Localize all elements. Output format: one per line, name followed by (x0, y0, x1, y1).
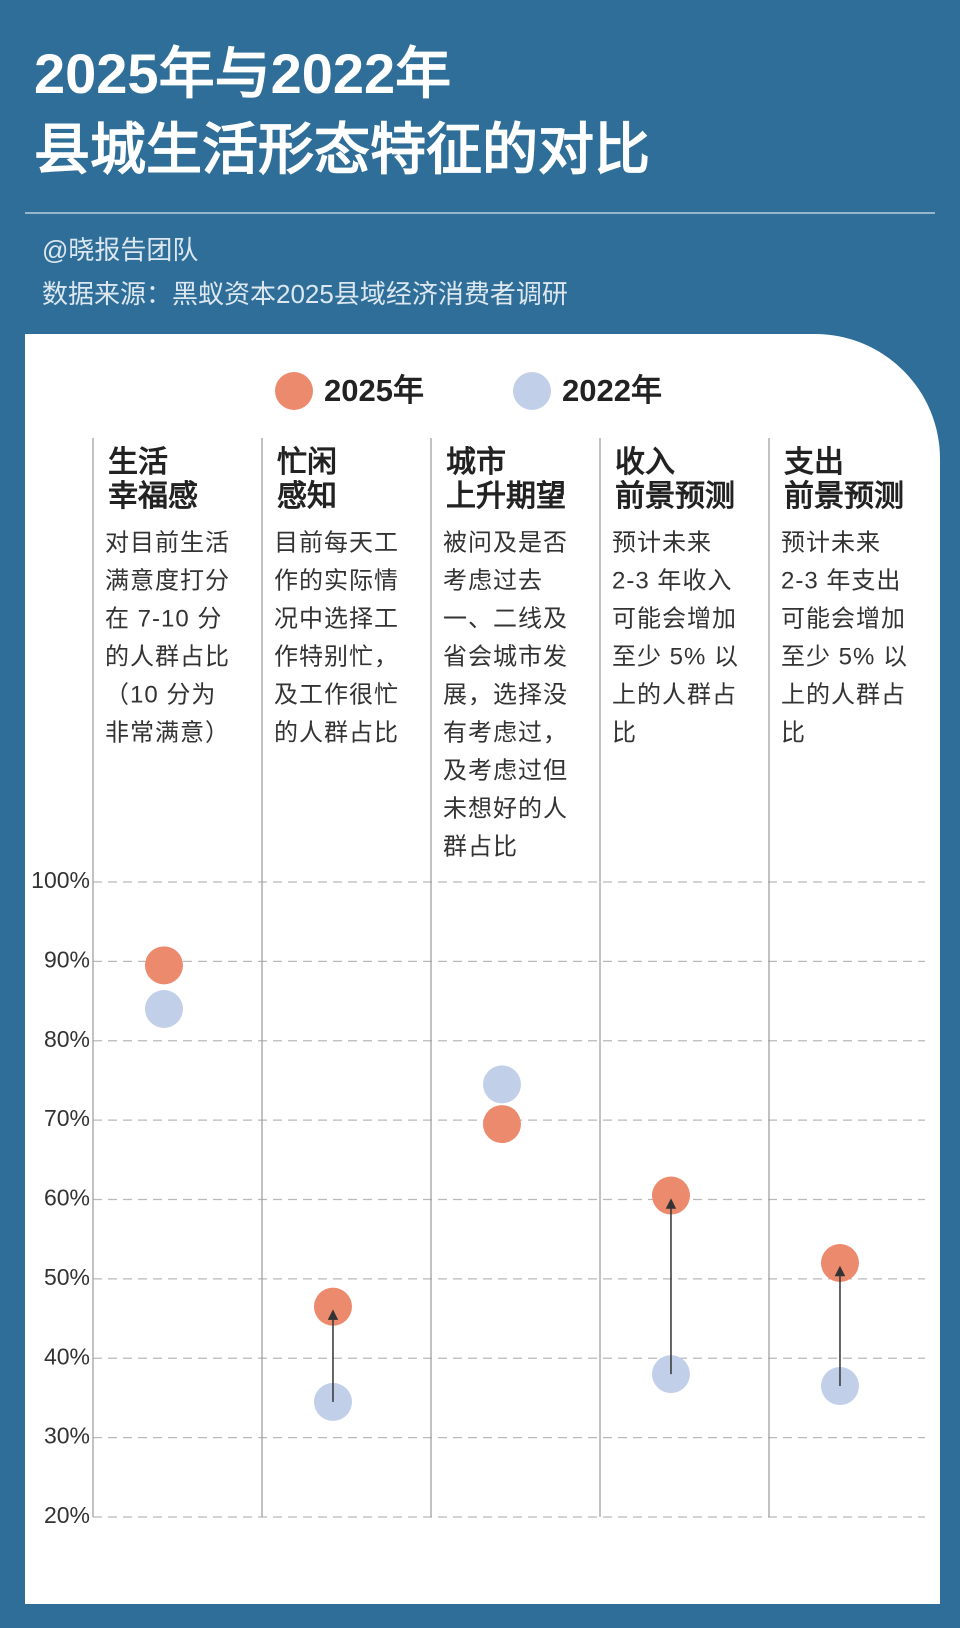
category-description: 预计未来 (612, 529, 712, 556)
category-description: 可能会增加 (612, 605, 737, 632)
y-tick-label: 90% (44, 946, 90, 972)
y-tick-label: 60% (44, 1185, 90, 1211)
category-description: 未想好的人 (443, 795, 568, 822)
category-description: 群占比 (443, 833, 518, 860)
category-description: （10 分为 (105, 681, 216, 708)
y-tick-label: 30% (44, 1423, 90, 1449)
category-description: 的人群占比 (105, 643, 230, 670)
category-description: 2-3 年收入 (612, 567, 732, 594)
legend-label: 2025年 (324, 373, 424, 408)
category-description: 可能会增加 (781, 605, 906, 632)
legend-marker (513, 372, 551, 410)
panel (25, 334, 940, 1604)
category-description: 展，选择没 (443, 681, 568, 708)
category-description: 非常满意） (105, 719, 230, 746)
category-description: 被问及是否 (443, 529, 568, 556)
category-label: 生活 (108, 446, 168, 479)
dot (313, 1287, 352, 1326)
dot (820, 1244, 859, 1282)
dot (144, 990, 183, 1028)
category-description: 预计未来 (781, 529, 881, 556)
category-description: 在 7-10 分 (105, 605, 222, 632)
category-description: 况中选择工 (274, 605, 399, 632)
subtitle: @晓报告团队 (42, 235, 198, 265)
category-description: 至少 5% 以 (612, 643, 739, 670)
category-label: 上升期望 (446, 480, 566, 513)
category-description: 及工作很忙 (274, 681, 399, 708)
dot (651, 1176, 690, 1215)
category-description: 对目前生活 (105, 529, 230, 556)
category-description: 上的人群占 (612, 681, 737, 708)
category-description: 上的人群占 (781, 681, 906, 708)
category-label: 前景预测 (615, 480, 735, 513)
category-label: 支出 (784, 446, 844, 479)
category-label: 感知 (277, 480, 337, 513)
category-description: 作特别忙， (274, 643, 399, 670)
legend-marker (275, 372, 313, 410)
dot (482, 1105, 521, 1144)
category-description: 及考虑过但 (443, 757, 568, 784)
category-description: 作的实际情 (274, 567, 399, 594)
category-label: 忙闲 (277, 446, 337, 479)
category-description: 的人群占比 (274, 719, 399, 746)
y-tick-label: 80% (44, 1026, 90, 1052)
chart-title: 2025年与2022年 (34, 42, 451, 105)
category-description: 至少 5% 以 (781, 643, 908, 670)
y-tick-label: 20% (44, 1502, 90, 1528)
category-description: 一、二线及 (443, 605, 568, 632)
category-description: 目前每天工 (274, 529, 399, 556)
category-description: 满意度打分 (105, 567, 230, 594)
category-description: 比 (781, 719, 806, 746)
subtitle: 数据来源：黑蚁资本2025县域经济消费者调研 (42, 279, 568, 309)
chart-title: 县城生活形态特征的对比 (34, 118, 650, 181)
category-label: 收入 (615, 446, 675, 479)
legend-label: 2022年 (562, 373, 662, 408)
category-description: 有考虑过， (443, 719, 568, 746)
category-description: 省会城市发 (443, 643, 568, 670)
category-label: 城市 (446, 445, 506, 479)
dot (144, 946, 183, 985)
y-tick-label: 50% (44, 1264, 90, 1290)
dot (482, 1065, 521, 1104)
category-label: 幸福感 (108, 480, 198, 513)
y-tick-label: 100% (31, 867, 90, 893)
category-description: 2-3 年支出 (781, 567, 901, 594)
y-tick-label: 40% (44, 1343, 90, 1369)
category-description: 考虑过去 (443, 567, 543, 594)
y-tick-label: 70% (44, 1105, 90, 1131)
category-label: 前景预测 (784, 480, 904, 513)
category-description: 比 (612, 719, 637, 746)
